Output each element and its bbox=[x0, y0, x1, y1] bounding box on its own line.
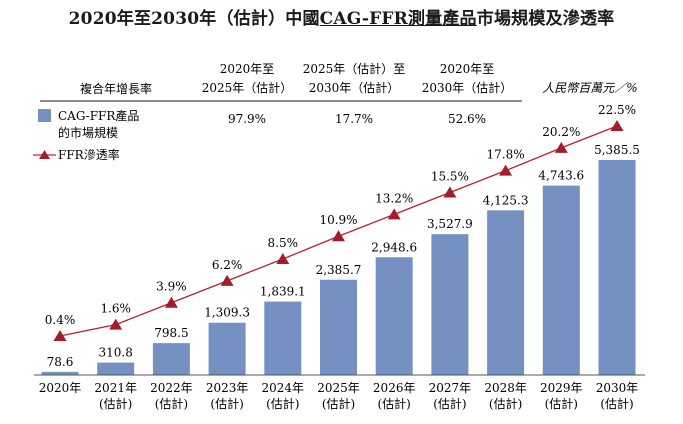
bar-value-labels: 78.6 310.8 798.5 1,309.3 1,839.1 2,385.7 2,948… bbox=[47, 143, 640, 369]
penetration-label: 0.4% bbox=[45, 313, 76, 327]
x-tick-label: 2022年 bbox=[150, 381, 193, 395]
legend-bar-line2: 的市場規模 bbox=[58, 125, 118, 140]
x-tick-label: 2026年 bbox=[373, 381, 416, 395]
bar bbox=[487, 210, 525, 375]
penetration-marker bbox=[220, 274, 234, 286]
x-tick-label: 2025年 bbox=[317, 381, 360, 395]
cagr-period-2-line1: 2025年（估計）至 bbox=[303, 61, 406, 76]
cagr-period-3-line1: 2020年至 bbox=[440, 62, 495, 76]
penetration-label: 3.9% bbox=[156, 280, 187, 294]
x-tick-label: 2029年 bbox=[540, 381, 583, 395]
legend-line-label: FFR滲透率 bbox=[58, 147, 120, 162]
penetration-label: 20.2% bbox=[542, 125, 580, 139]
title-underlined: CAG-FFR測量產品 bbox=[319, 9, 477, 29]
penetration-marker bbox=[610, 120, 624, 131]
x-tick-label: (估計) bbox=[266, 396, 299, 411]
legend-bar-line1: CAG-FFR產品 bbox=[58, 108, 139, 123]
bar bbox=[320, 279, 357, 375]
cagr-period-2-line2: 2030年（估計） bbox=[309, 80, 400, 95]
penetration-label: 8.5% bbox=[268, 236, 299, 250]
cagr-label: 複合年增長率 bbox=[80, 81, 152, 96]
bar-value-label: 310.8 bbox=[99, 346, 133, 360]
x-tick-label: (估計) bbox=[600, 396, 633, 411]
penetration-marker bbox=[443, 186, 457, 198]
x-tick-labels: 2020年 2021年(估計)2022年(估計)2023年(估計)2024年(估計… bbox=[39, 381, 639, 411]
x-tick-label: (估計) bbox=[210, 396, 243, 411]
x-tick-label: 2023年 bbox=[206, 381, 249, 395]
x-tick-label: (估計) bbox=[99, 396, 132, 411]
cagr-period-1-line1: 2020年至 bbox=[220, 62, 275, 76]
bar-value-label: 2,385.7 bbox=[316, 263, 362, 277]
legend: CAG-FFR產品 的市場規模 FFR滲透率 bbox=[33, 108, 139, 162]
unit-label: 人民幣百萬元／% bbox=[542, 81, 637, 95]
penetration-label: 17.8% bbox=[487, 148, 525, 162]
legend-triangle-marker bbox=[39, 150, 50, 159]
penetration-marker bbox=[276, 253, 290, 265]
bar-value-label: 3,527.9 bbox=[427, 217, 473, 231]
bar-value-label: 2,948.6 bbox=[371, 240, 417, 254]
penetration-marker bbox=[554, 141, 568, 153]
bar-series bbox=[41, 160, 636, 375]
bar-value-label: 4,125.3 bbox=[483, 193, 529, 207]
penetration-label: 13.2% bbox=[375, 191, 413, 205]
bar bbox=[542, 185, 580, 375]
bar bbox=[208, 322, 246, 375]
x-tick-label: (估計) bbox=[489, 396, 522, 411]
chart-title: 2020年至2030年（估計）中國CAG-FFR測量產品市場規模及滲透率 bbox=[0, 4, 683, 29]
x-tick-label: (估計) bbox=[433, 396, 466, 411]
bar bbox=[97, 362, 135, 375]
penetration-marker bbox=[332, 230, 345, 242]
x-tick-label: (估計) bbox=[378, 396, 411, 411]
penetration-label: 22.5% bbox=[598, 103, 636, 117]
bar-value-label: 798.5 bbox=[154, 326, 188, 340]
bar-value-label: 78.6 bbox=[47, 355, 74, 369]
penetration-marker bbox=[499, 164, 513, 176]
cagr-period-3-value: 52.6% bbox=[448, 112, 486, 126]
bar-value-label: 4,743.6 bbox=[538, 169, 584, 183]
x-tick-label: 2028年 bbox=[484, 381, 527, 395]
penetration-label: 1.6% bbox=[100, 302, 131, 316]
penetration-labels: 0.4% 1.6% 3.9% 6.2% 8.5% 10.9% 13.2% 15.5% 17.8%… bbox=[45, 103, 636, 327]
bar bbox=[264, 301, 302, 375]
title-prefix: 2020年至2030年（估計）中國 bbox=[68, 9, 320, 29]
penetration-marker bbox=[109, 318, 123, 330]
penetration-marker bbox=[387, 208, 401, 220]
x-tick-label: 2024年 bbox=[262, 381, 305, 395]
penetration-marker bbox=[164, 296, 178, 308]
penetration-label: 10.9% bbox=[319, 213, 357, 227]
cagr-period-1-line2: 2025年（估計） bbox=[202, 80, 293, 95]
bar bbox=[431, 234, 469, 375]
bar bbox=[375, 257, 413, 375]
bar-value-label: 1,839.1 bbox=[260, 285, 306, 299]
penetration-line-series bbox=[53, 120, 624, 341]
penetration-label: 15.5% bbox=[431, 170, 469, 184]
x-tick-label: (估計) bbox=[545, 396, 578, 411]
cagr-period-3-line2: 2030年（估計） bbox=[422, 80, 513, 95]
cagr-table: 複合年增長率 2020年至 2025年（估計） 2025年（估計）至 2030年… bbox=[40, 61, 522, 126]
x-tick-label: 2021年 bbox=[94, 381, 137, 395]
x-tick-label: (估計) bbox=[155, 396, 188, 411]
title-suffix: 市場規模及滲透率 bbox=[476, 9, 615, 29]
bar-value-label: 1,309.3 bbox=[204, 306, 250, 320]
bar-value-label: 5,385.5 bbox=[594, 143, 640, 157]
cagr-period-1-value: 97.9% bbox=[228, 112, 266, 126]
penetration-marker bbox=[53, 330, 67, 341]
x-tick-label: 2030年 bbox=[596, 381, 639, 395]
legend-bar-swatch bbox=[38, 109, 51, 122]
bar bbox=[152, 343, 190, 375]
cagr-period-2-value: 17.7% bbox=[335, 112, 373, 126]
bar bbox=[41, 371, 79, 375]
penetration-label: 6.2% bbox=[212, 258, 243, 272]
x-tick-label: 2020年 bbox=[39, 381, 82, 395]
bar bbox=[598, 160, 636, 375]
x-tick-label: 2027年 bbox=[429, 381, 472, 395]
x-tick-label: (估計) bbox=[322, 396, 355, 411]
